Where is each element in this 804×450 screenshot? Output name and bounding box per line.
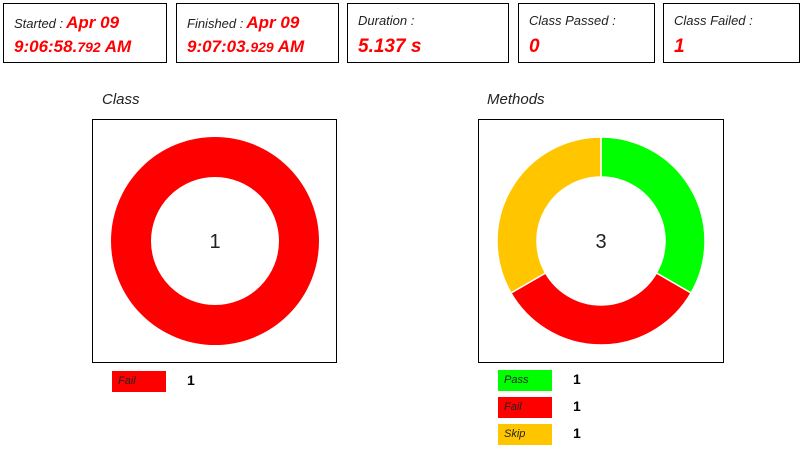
class-legend-fail: Fail bbox=[112, 371, 166, 392]
finished-card: Finished : Apr 09 9:07:03.929 AM bbox=[176, 3, 339, 63]
duration-value: 5.137 s bbox=[358, 36, 422, 57]
finished-label: Finished : bbox=[187, 16, 244, 31]
methods-legend-fail: Fail bbox=[498, 397, 552, 418]
class-total-label: 1 bbox=[209, 231, 220, 253]
methods-legend-skip-count: 1 bbox=[573, 425, 581, 441]
finished-time: 9:07:03.929 AM bbox=[187, 37, 305, 56]
class-slice-fail[interactable] bbox=[111, 137, 319, 345]
class-failed-value: 1 bbox=[674, 36, 685, 57]
methods-total-label: 3 bbox=[595, 231, 606, 253]
class-chart-title: Class bbox=[102, 91, 140, 108]
class-legend-fail-count: 1 bbox=[187, 372, 195, 388]
methods-slice-skip[interactable] bbox=[496, 136, 602, 295]
duration-label: Duration : bbox=[358, 13, 415, 28]
methods-legend-pass-count: 1 bbox=[573, 371, 581, 387]
class-passed-value: 0 bbox=[529, 36, 540, 57]
methods-donut-chart: 3 bbox=[496, 136, 706, 346]
class-donut-chart: 1 bbox=[111, 137, 319, 345]
methods-slice-pass[interactable] bbox=[600, 136, 706, 295]
methods-legend-pass: Pass bbox=[498, 370, 552, 391]
methods-legend-fail-count: 1 bbox=[573, 398, 581, 414]
started-label: Started : bbox=[14, 16, 64, 31]
class-chart: 1 bbox=[92, 119, 337, 363]
started-card: Started : Apr 09 9:06:58.792 AM bbox=[3, 3, 167, 63]
class-passed-card: Class Passed : 0 bbox=[518, 3, 655, 63]
methods-legend-skip: Skip bbox=[498, 424, 552, 445]
class-failed-card: Class Failed : 1 bbox=[663, 3, 800, 63]
duration-card: Duration : 5.137 s bbox=[347, 3, 509, 63]
methods-slice-fail[interactable] bbox=[509, 271, 693, 346]
class-passed-label: Class Passed : bbox=[529, 13, 616, 28]
class-failed-label: Class Failed : bbox=[674, 13, 753, 28]
finished-date: Apr 09 bbox=[246, 13, 300, 32]
methods-chart: 3 bbox=[478, 119, 724, 363]
started-date: Apr 09 bbox=[66, 13, 120, 32]
started-time: 9:06:58.792 AM bbox=[14, 37, 132, 56]
methods-chart-title: Methods bbox=[487, 91, 545, 108]
